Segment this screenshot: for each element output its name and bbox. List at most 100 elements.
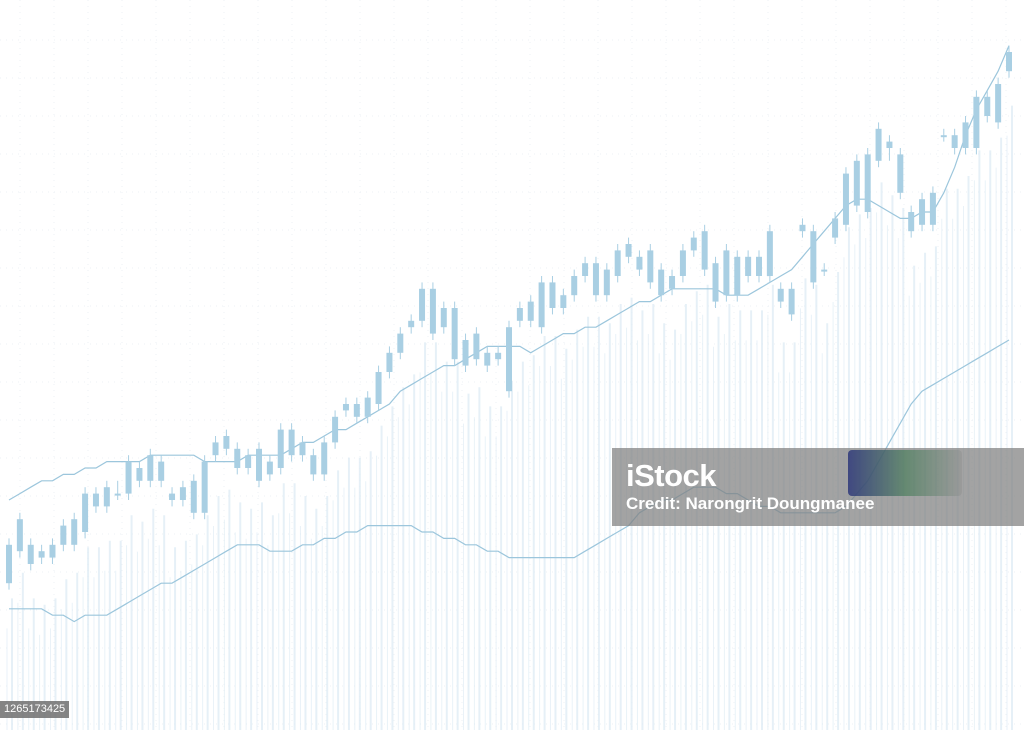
candle-body [734,256,741,296]
candle-body [256,448,262,481]
candle-body [179,487,186,500]
candle-body [245,455,252,468]
candle-body [832,218,839,238]
candle-body [614,250,621,276]
candle-body [364,397,371,417]
candle-body [669,276,676,289]
candle-body [766,231,773,276]
candle-body [266,461,273,475]
candle-body [962,122,969,148]
candle-body [60,525,67,545]
candle-body [821,269,828,272]
candle-body [299,442,306,456]
candle-body [397,333,404,353]
candle-body [484,352,491,366]
gettyimages-logo-icon [848,450,962,496]
candle-body [38,551,45,558]
candle-body [701,231,708,270]
candle-body [495,352,502,360]
candle-body [625,244,632,257]
candle-body [875,128,882,161]
candle-body [527,301,534,321]
candle-body [429,288,436,334]
candle-body [842,173,849,225]
candle-body [125,461,132,494]
candle-body [103,487,110,507]
candle-body [592,263,599,296]
candle-body [92,493,99,507]
candle-body [799,224,806,232]
candle-body [549,282,556,308]
candle-body [658,269,665,296]
watermark-banner: iStock Credit: Narongrit Doungmanee [612,448,1024,526]
candle-body [342,404,349,411]
candle-body [853,160,860,206]
candle-body [1006,52,1012,72]
candle-body [27,544,34,564]
candle-body [169,493,176,500]
candle-body [810,231,817,283]
candle-body [147,455,154,481]
candle-body [158,461,165,481]
candle-body [712,263,719,302]
candle-body [571,276,578,296]
candle-body [908,212,915,232]
candle-body [886,141,893,148]
candle-body [929,192,936,225]
candle-body [723,250,730,296]
watermark-brand: iStock [626,458,717,493]
candle-body [951,135,958,148]
candle-body [310,455,317,475]
candle-body [788,288,795,315]
candle-body [114,493,121,496]
candle-body [408,320,415,328]
candle-body [212,442,219,456]
candle-body [386,352,393,372]
candle-body [201,461,208,513]
candle-body [690,237,697,251]
candle-body [864,154,871,212]
candle-body [940,135,947,138]
candle-body [419,288,426,321]
candle-body [16,519,23,552]
candle-body [277,429,284,468]
candle-body [234,448,241,468]
candle-body [679,250,686,276]
image-id-label: 1265173425 [0,701,70,718]
candle-body [777,288,784,302]
candle-body [506,327,512,392]
candle-body [49,544,56,558]
candle-body [190,480,197,513]
candle-body [473,333,480,360]
candle-body [6,544,12,584]
candle-body [560,295,567,308]
candle-body [288,429,295,456]
candle-body [897,154,904,193]
candle-body [136,468,143,481]
candle-body [745,256,752,276]
candle-body [71,519,78,545]
candle-body [223,436,230,449]
candle-body [636,256,643,270]
candle-body [756,256,762,276]
candle-body [538,282,545,328]
candle-body [375,372,382,404]
candle-body [451,308,458,360]
candle-body [332,416,339,443]
candle-body [440,308,447,328]
candle-body [516,308,523,321]
candles [6,45,1012,590]
candle-body [647,250,654,283]
watermark-credit: Credit: Narongrit Doungmanee [626,494,875,513]
candle-body [995,84,1002,123]
candle-body [984,96,991,116]
candle-body [603,269,610,296]
candle-body [919,199,926,225]
candle-body [462,340,469,366]
candle-body [321,442,328,475]
candle-body [582,263,589,276]
candle-body [353,404,360,417]
candle-body [973,96,980,148]
